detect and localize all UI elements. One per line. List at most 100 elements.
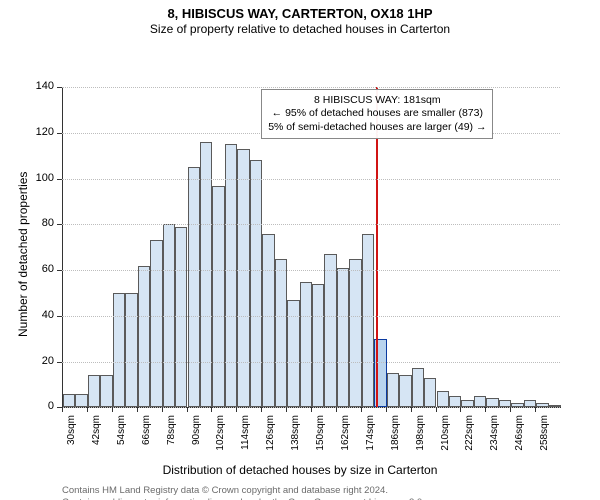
x-tick-label: 78sqm [166, 415, 177, 460]
x-tick-mark [436, 407, 437, 412]
histogram-bar [424, 378, 436, 408]
y-tick-label: 0 [24, 400, 54, 412]
histogram-bar [437, 391, 449, 407]
y-tick-mark [57, 362, 62, 363]
histogram-bar [188, 167, 200, 407]
histogram-bar [461, 400, 473, 407]
x-tick-mark [361, 407, 362, 412]
grid-line [62, 270, 560, 272]
grid-line [62, 224, 560, 226]
grid-line [62, 316, 560, 318]
y-tick-mark [57, 87, 62, 88]
license-line1: Contains HM Land Registry data © Crown c… [62, 485, 425, 497]
x-tick-label: 246sqm [514, 415, 525, 460]
x-tick-label: 258sqm [539, 415, 550, 460]
y-tick-mark [57, 133, 62, 134]
histogram-bar [88, 375, 100, 407]
x-tick-mark [286, 407, 287, 412]
x-tick-label: 162sqm [340, 415, 351, 460]
x-tick-mark [485, 407, 486, 412]
x-tick-mark [112, 407, 113, 412]
histogram-bar [275, 259, 287, 408]
y-tick-label: 60 [24, 263, 54, 275]
histogram-bar [75, 394, 87, 408]
y-tick-mark [57, 316, 62, 317]
x-tick-label: 174sqm [365, 415, 376, 460]
license-text: Contains HM Land Registry data © Crown c… [62, 485, 425, 500]
histogram-bar [474, 396, 486, 407]
histogram-bar [412, 368, 424, 407]
x-tick-label: 114sqm [240, 415, 251, 460]
histogram-bar [200, 142, 212, 407]
histogram-bar [150, 240, 162, 407]
histogram-bar [399, 375, 411, 407]
x-tick-mark [211, 407, 212, 412]
y-tick-label: 20 [24, 355, 54, 367]
x-tick-label: 30sqm [66, 415, 77, 460]
x-tick-mark [62, 407, 63, 412]
x-tick-mark [187, 407, 188, 412]
histogram-bar [125, 293, 137, 407]
histogram-bar [324, 254, 336, 407]
x-axis-label: Distribution of detached houses by size … [0, 463, 600, 477]
histogram-bar [387, 373, 399, 407]
y-tick-label: 40 [24, 309, 54, 321]
y-tick-label: 80 [24, 217, 54, 229]
annotation-box: 8 HIBISCUS WAY: 181sqm← 95% of detached … [261, 89, 493, 138]
histogram-bar [225, 144, 237, 407]
x-tick-mark [311, 407, 312, 412]
annotation-line: 5% of semi-detached houses are larger (4… [268, 121, 486, 134]
histogram-bar [113, 293, 125, 407]
x-tick-label: 234sqm [489, 415, 500, 460]
x-tick-label: 210sqm [440, 415, 451, 460]
y-tick-mark [57, 179, 62, 180]
histogram-bar [337, 268, 349, 407]
x-tick-label: 102sqm [215, 415, 226, 460]
grid-line [62, 362, 560, 364]
histogram-bar [262, 234, 274, 408]
x-tick-label: 186sqm [390, 415, 401, 460]
histogram-bar [486, 398, 498, 407]
histogram-bar [312, 284, 324, 407]
histogram-bar [449, 396, 461, 407]
x-tick-mark [460, 407, 461, 412]
x-tick-mark [510, 407, 511, 412]
chart-title-block: 8, HIBISCUS WAY, CARTERTON, OX18 1HP Siz… [0, 0, 600, 37]
x-tick-label: 90sqm [191, 415, 202, 460]
histogram-bar [349, 259, 361, 408]
y-tick-mark [57, 270, 62, 271]
x-tick-mark [411, 407, 412, 412]
x-tick-label: 222sqm [464, 415, 475, 460]
x-tick-label: 126sqm [265, 415, 276, 460]
x-tick-label: 54sqm [116, 415, 127, 460]
histogram-bar [100, 375, 112, 407]
histogram-bar [499, 400, 511, 407]
x-tick-mark [87, 407, 88, 412]
x-tick-mark [236, 407, 237, 412]
x-tick-mark [261, 407, 262, 412]
grid-line [62, 179, 560, 181]
x-tick-label: 66sqm [141, 415, 152, 460]
y-tick-label: 120 [24, 126, 54, 138]
annotation-line: ← 95% of detached houses are smaller (87… [268, 107, 486, 120]
x-tick-label: 42sqm [91, 415, 102, 460]
x-tick-mark [137, 407, 138, 412]
histogram-bar [63, 394, 75, 408]
histogram-bar [300, 282, 312, 408]
y-tick-label: 100 [24, 172, 54, 184]
x-tick-label: 150sqm [315, 415, 326, 460]
x-tick-mark [336, 407, 337, 412]
histogram-bar [524, 400, 536, 407]
x-tick-label: 138sqm [290, 415, 301, 460]
histogram-bar [212, 186, 224, 408]
histogram-bar [362, 234, 374, 408]
y-tick-label: 140 [24, 80, 54, 92]
x-tick-mark [386, 407, 387, 412]
x-tick-label: 198sqm [415, 415, 426, 460]
chart-title-line1: 8, HIBISCUS WAY, CARTERTON, OX18 1HP [0, 6, 600, 22]
y-tick-mark [57, 224, 62, 225]
chart-title-line2: Size of property relative to detached ho… [0, 22, 600, 37]
x-tick-mark [162, 407, 163, 412]
x-tick-mark [535, 407, 536, 412]
histogram-bar [250, 160, 262, 407]
